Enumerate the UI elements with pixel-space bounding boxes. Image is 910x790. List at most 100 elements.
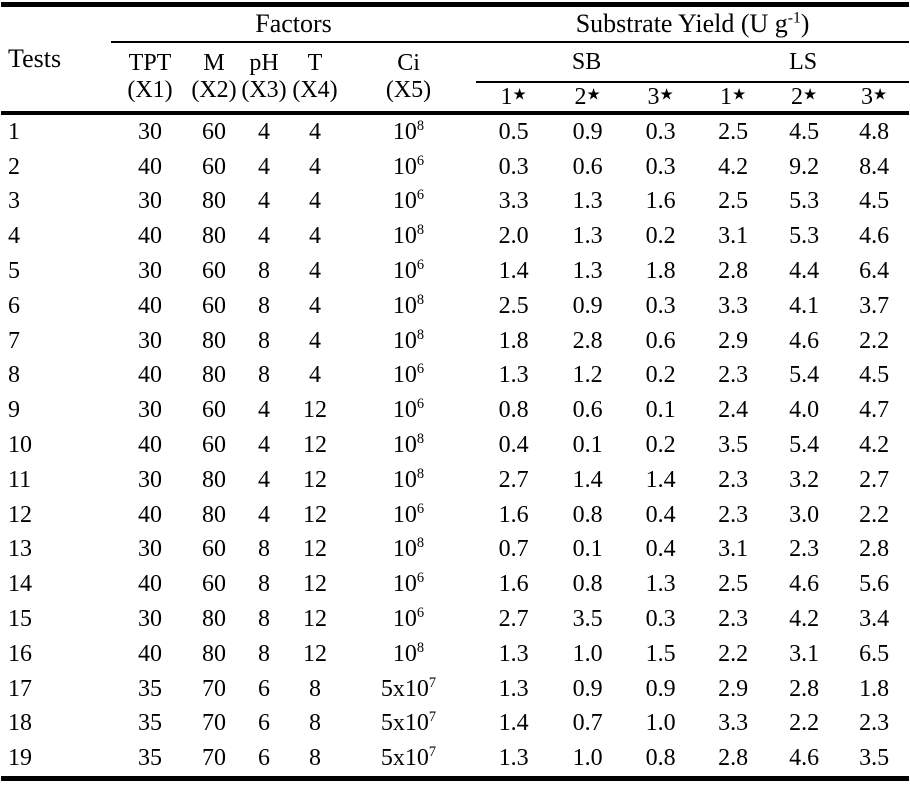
group-header-row: Tests Factors Substrate Yield (U g-1) [1,4,910,115]
ci-exponent: 8 [416,465,425,482]
ls-yield-cell: 2.3 [859,710,890,737]
factor-value-cell: 6 [239,741,289,782]
factor-code: (X4) [292,77,338,103]
ls-yield-cell: 4.2 [859,432,890,459]
factor-value-cell: 70 [189,741,239,782]
factor-value-cell: 8 [258,640,270,667]
sb-yield-cell: 1.4 [645,466,676,493]
test-number-cell: 12 [8,501,32,528]
ci-exponent: 8 [416,222,425,239]
ci-value-cell: 5x107 [341,672,476,707]
ls-yield-cell: 4.6 [769,741,840,782]
factor-value-cell: 4 [309,153,321,180]
sb-yield-cell: 0.9 [572,675,603,702]
factor-value-cell: 4 [309,258,321,285]
factor-value-cell: 80 [202,188,226,215]
table-row: 9 30 60 4 12 106 0.8 0.6 0.1 2.4 4.0 4.7 [1,393,909,428]
factor-value-cell: 40 [138,153,162,180]
factor-value-cell: 4 [258,153,270,180]
ls-yield-cell: 3.3 [718,292,749,319]
ls-yield-cell: 3.5 [839,741,910,782]
ls-yield-cell: 4.6 [789,327,820,354]
ci-value-cell: 108 [341,219,476,254]
test-number-cell: 6 [8,292,20,319]
ls-yield-cell: 9.2 [789,153,820,180]
test-number-cell: 3 [8,188,20,215]
sb-group-header: SB [476,42,698,83]
sb-yield-cell: 0.7 [572,710,603,737]
replicate-number: 2 [790,83,803,110]
ls-yield-cell: 2.5 [718,571,749,598]
factor-value-cell: 80 [202,223,226,250]
ls-yield-cell: 5.4 [789,432,820,459]
ls-yield-cell: 4.7 [859,397,890,424]
sb-yield-cell: 0.3 [645,153,676,180]
ls-yield-cell: 3.1 [718,223,749,250]
subheader-row: TPT (X1) M (X2) pH (X3) T (X4) Ci (X5) SB LS [1,42,910,115]
table-row: 15 30 80 8 12 106 2.7 3.5 0.3 2.3 4.2 3.4 [1,602,909,637]
factor-value-cell: 60 [202,153,226,180]
star-icon: ★ [659,84,674,104]
sb-yield-cell: 1.4 [498,258,529,285]
factor-value-cell: 8 [289,741,341,782]
table-row: 12 40 80 4 12 106 1.6 0.8 0.4 2.3 3.0 2.2 [1,498,909,533]
factor-value-cell: 12 [303,432,327,459]
sb-yield-cell: 0.3 [645,292,676,319]
ci-value-cell: 106 [341,498,476,533]
factor-value-cell: 4 [258,223,270,250]
replicate-column-header: 2★ [551,82,625,115]
factor-code: (X2) [191,77,237,103]
factor-value-cell: 60 [202,292,226,319]
ls-yield-cell: 5.3 [789,223,820,250]
sb-yield-cell: 0.6 [572,397,603,424]
star-icon: ★ [586,84,601,104]
sb-yield-cell: 0.2 [645,223,676,250]
sb-yield-cell: 0.4 [498,432,529,459]
factor-value-cell: 60 [202,571,226,598]
table-row: 4 40 80 4 4 108 2.0 1.3 0.2 3.1 5.3 4.6 [1,219,909,254]
factor-value-cell: 60 [202,118,226,145]
ci-exponent: 6 [416,500,425,517]
ls-yield-cell: 2.8 [859,536,890,563]
test-number-cell: 19 [1,741,111,782]
ci-base: 10 [392,466,417,493]
ls-yield-cell: 4.4 [789,258,820,285]
test-number-cell: 13 [8,536,32,563]
sb-yield-cell: 0.4 [645,501,676,528]
sb-yield-cell: 1.0 [551,741,625,782]
star-icon: ★ [872,84,888,104]
factor-name: pH [249,50,279,76]
table-row: 5 30 60 8 4 106 1.4 1.3 1.8 2.8 4.4 6.4 [1,254,909,289]
substrate-yield-group-header: Substrate Yield (U g-1) [476,4,910,43]
factor-column-header-t: T (X4) [289,42,341,115]
factor-value-cell: 80 [202,362,226,389]
ci-exponent: 6 [416,361,425,378]
factor-value-cell: 12 [303,397,327,424]
ci-value-cell: 106 [341,254,476,289]
factor-value-cell: 35 [111,741,189,782]
sb-yield-cell: 0.8 [498,397,529,424]
sb-yield-cell: 0.2 [645,432,676,459]
ls-yield-cell: 3.3 [718,710,749,737]
ls-yield-cell: 2.7 [859,466,890,493]
ls-yield-cell: 3.4 [859,606,890,633]
test-number-cell: 15 [8,606,32,633]
test-number-cell: 5 [8,258,20,285]
factor-value-cell: 40 [138,292,162,319]
replicate-header-row: 1★ 2★ 3★ 1★ 2★ 3★ [1,82,910,115]
factor-value-cell: 6 [258,675,270,702]
test-number-cell: 7 [8,327,20,354]
ci-base: 10 [392,640,417,667]
factor-value-cell: 12 [303,536,327,563]
factor-name: TPT [128,50,172,76]
sb-yield-cell: 0.6 [645,327,676,354]
sb-yield-cell: 0.9 [572,118,603,145]
ls-yield-cell: 4.1 [789,292,820,319]
star-icon: ★ [802,84,818,104]
factor-value-cell: 8 [258,536,270,563]
factor-value-cell: 4 [258,501,270,528]
ls-yield-cell: 3.2 [789,466,820,493]
factor-code: (X5) [385,77,432,103]
sb-yield-cell: 2.0 [498,223,529,250]
